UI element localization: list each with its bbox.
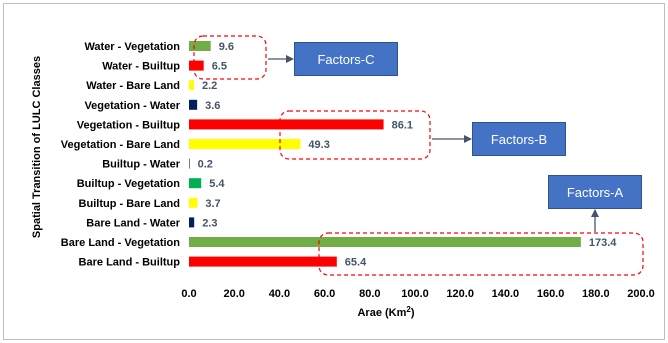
data-labels: 9.6 6.5 2.2 3.6 86.1 49.3 0.2 5.4 3.7 2.3 173.4 65.… xyxy=(198,41,618,269)
x-tick-label-0: 0.0 xyxy=(181,288,196,300)
category-label-vegetation-bare-land: Vegetation - Bare Land xyxy=(61,139,180,151)
y-axis-title: Spatial Transition of LULC Classes xyxy=(31,56,43,238)
bar-vegetation-water xyxy=(189,99,198,110)
data-label-vegetation-bare-land: 49.3 xyxy=(308,139,329,151)
bar-bare-land-water xyxy=(189,217,195,228)
x-tick-label-8: 160.0 xyxy=(537,288,565,300)
bar-builtup-bare-land xyxy=(189,197,198,208)
bar-vegetation-builtup xyxy=(189,119,384,130)
x-tick-label-3: 60.0 xyxy=(314,288,335,300)
factors-a-box: Factors-A xyxy=(548,175,642,209)
factors-c-outline xyxy=(193,35,267,80)
category-label-builtup-bare-land: Builtup - Bare Land xyxy=(79,198,180,210)
category-label-builtup-water: Builtup - Water xyxy=(102,159,181,171)
data-label-builtup-water: 0.2 xyxy=(198,159,213,171)
category-label-water-vegetation: Water - Vegetation xyxy=(84,41,180,53)
bar-builtup-vegetation xyxy=(189,178,202,189)
category-label-bare-land-water: Bare Land - Water xyxy=(86,217,180,229)
data-label-bare-land-vegetation: 173.4 xyxy=(589,237,617,249)
data-label-bare-land-builtup: 65.4 xyxy=(345,257,367,269)
category-label-vegetation-water: Vegetation - Water xyxy=(84,100,180,112)
x-tick-label-2: 40.0 xyxy=(269,288,290,300)
category-label-builtup-vegetation: Builtup - Vegetation xyxy=(77,178,181,190)
category-label-bare-land-builtup: Bare Land - Builtup xyxy=(79,257,181,269)
data-label-builtup-vegetation: 5.4 xyxy=(209,178,225,190)
category-label-vegetation-builtup: Vegetation - Builtup xyxy=(77,119,181,131)
factors-a-outline xyxy=(318,232,644,276)
data-label-water-builtup: 6.5 xyxy=(212,61,227,73)
bar-water-bare-land xyxy=(189,80,194,91)
bar-bare-land-vegetation xyxy=(189,237,581,247)
factors-c-box: Factors-C xyxy=(294,42,398,76)
bar-water-vegetation xyxy=(189,41,211,51)
x-tick-label-7: 140.0 xyxy=(492,288,520,300)
x-tick-label-10: 200.0 xyxy=(627,288,655,300)
data-label-vegetation-water: 3.6 xyxy=(205,100,220,112)
bar-bare-land-builtup xyxy=(189,256,337,267)
category-labels: Water - Vegetation Water - Builtup Water -… xyxy=(61,41,181,269)
category-label-water-builtup: Water - Builtup xyxy=(102,61,180,73)
x-tick-label-9: 180.0 xyxy=(582,288,610,300)
annotations xyxy=(193,35,644,276)
factors-b-box: Factors-B xyxy=(472,122,566,156)
bar-water-builtup xyxy=(189,60,204,71)
factors-b-outline xyxy=(279,110,431,160)
x-tick-labels: 0.0 20.0 40.0 60.0 80.0 100.0 120.0 140.0 160.0 1… xyxy=(181,288,654,300)
bar-builtup-water xyxy=(189,158,190,169)
data-label-bare-land-water: 2.3 xyxy=(202,217,217,229)
x-tick-label-6: 120.0 xyxy=(446,288,474,300)
bar-vegetation-bare-land xyxy=(189,139,301,149)
x-tick-label-5: 100.0 xyxy=(401,288,429,300)
data-label-vegetation-builtup: 86.1 xyxy=(392,119,413,131)
data-label-water-vegetation: 9.6 xyxy=(219,41,234,53)
data-label-water-bare-land: 2.2 xyxy=(202,80,217,92)
category-label-water-bare-land: Water - Bare Land xyxy=(86,80,180,92)
x-tick-label-4: 80.0 xyxy=(359,288,380,300)
x-axis-title: Arae (Km2) xyxy=(357,305,414,319)
data-label-builtup-bare-land: 3.7 xyxy=(205,198,220,210)
category-label-bare-land-vegetation: Bare Land - Vegetation xyxy=(61,237,180,249)
x-tick-label-1: 20.0 xyxy=(223,288,244,300)
bars xyxy=(189,41,581,267)
